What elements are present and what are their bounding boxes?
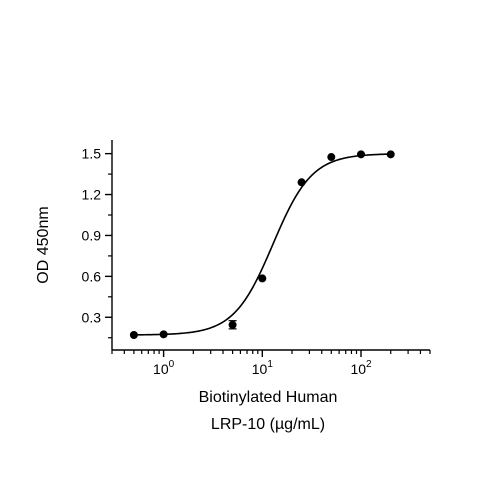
axis-titles: OD 450nm Biotinylated Human LRP-10 (µg/m… — [35, 206, 337, 433]
data-point — [228, 320, 237, 329]
axes — [111, 140, 430, 351]
data-point — [357, 150, 366, 159]
tick-marks — [105, 152, 431, 357]
data-point — [129, 331, 138, 339]
x-tick-label: 102 — [350, 359, 372, 377]
tick-labels: 0.3 0.6 0.9 1.2 1.5 100 101 102 — [82, 146, 372, 377]
data-point — [258, 274, 267, 283]
data-points — [129, 150, 395, 339]
x-axis-title-line-2: LRP-10 (µg/mL) — [211, 416, 325, 433]
y-tick-label: 0.6 — [82, 268, 102, 284]
data-point — [386, 150, 395, 159]
y-tick-label: 0.3 — [82, 309, 102, 325]
y-tick-label: 1.5 — [82, 146, 102, 162]
x-tick-label: 101 — [252, 359, 274, 377]
x-tick-label: 100 — [153, 359, 175, 377]
fit-curve — [133, 153, 391, 336]
data-point — [159, 330, 168, 339]
y-tick-label: 0.9 — [82, 227, 102, 243]
fit-curve-group — [133, 153, 391, 336]
x-axis-title-line-1: Biotinylated Human — [199, 389, 338, 406]
y-tick-label: 1.2 — [82, 187, 102, 203]
data-point — [297, 178, 306, 187]
y-axis-title: OD 450nm — [35, 206, 52, 283]
data-point — [327, 153, 336, 162]
